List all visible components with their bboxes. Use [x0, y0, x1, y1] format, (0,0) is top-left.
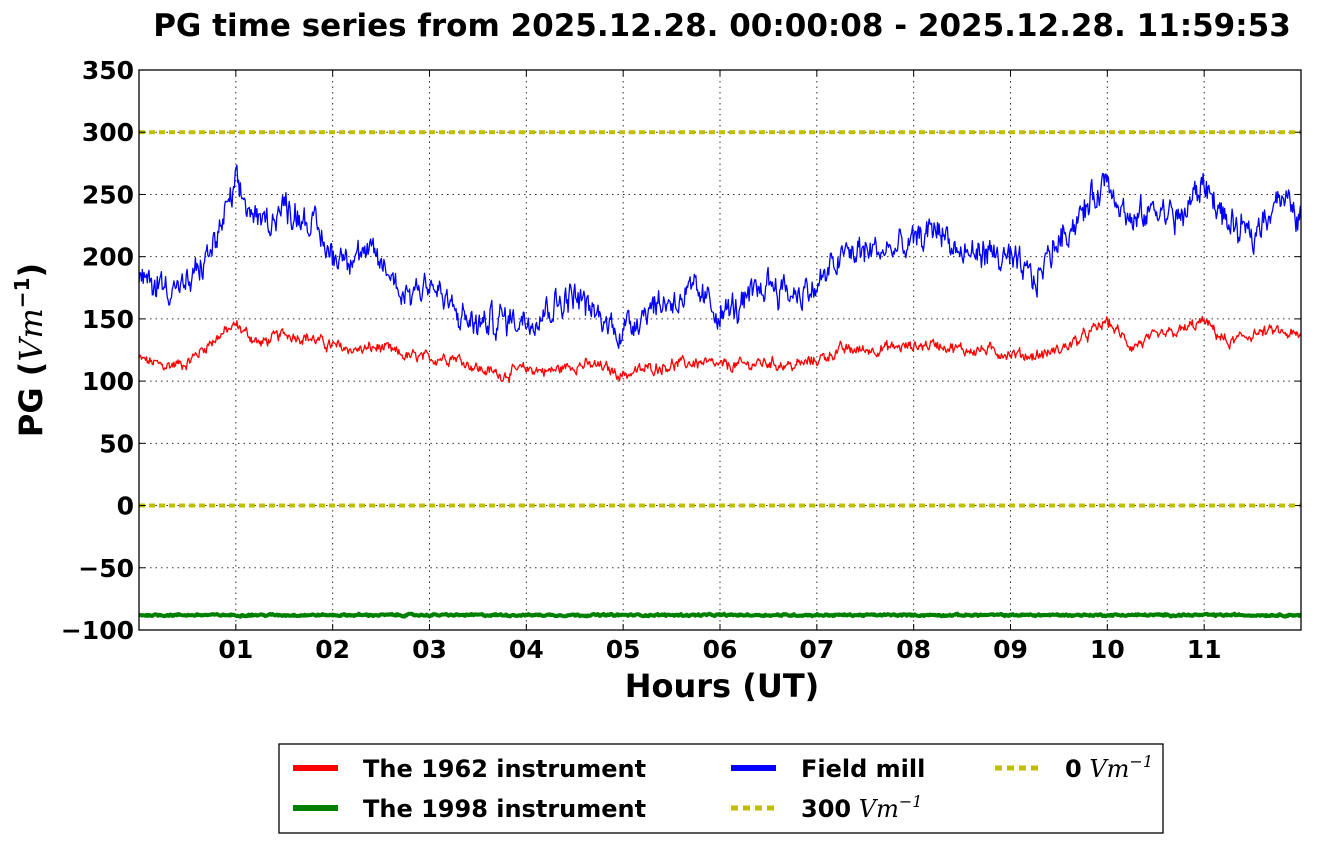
series-line-field-mill [138, 164, 1302, 349]
x-tick-label: 09 [993, 635, 1028, 664]
y-axis-label: PG (Vm−1) [10, 263, 50, 437]
y-tick-label: −50 [78, 554, 134, 583]
x-tick-label: 03 [412, 635, 447, 664]
legend-label: The 1998 instrument [363, 795, 646, 823]
y-tick-label: 350 [82, 56, 134, 85]
legend-item-the-1998-instrument: The 1998 instrument [293, 795, 646, 823]
x-tick-label: 07 [799, 635, 834, 664]
series-line-the-1998-instrument [137, 611, 1303, 619]
y-axis-label-unit: Vm [12, 308, 50, 361]
x-tick-label: 10 [1090, 635, 1125, 664]
grid [139, 70, 1301, 630]
x-tick-label: 08 [896, 635, 931, 664]
y-tick-label: 300 [82, 118, 134, 147]
y-tick-label: 0 [117, 492, 134, 521]
series-line-the-1962-instrument [138, 315, 1302, 384]
x-tick-label: 01 [218, 635, 253, 664]
y-tick-label: 50 [99, 429, 134, 458]
legend-label: The 1962 instrument [363, 755, 646, 783]
legend-label: 0 Vm−1 [1065, 752, 1153, 783]
y-axis-label-suffix: ) [12, 263, 50, 278]
legend-item-300: 300 Vm−1 [731, 792, 922, 823]
legend: The 1962 instrument The 1998 instrument Fi… [278, 743, 1164, 834]
legend-item-0: 0 Vm−1 [995, 752, 1153, 783]
x-axis-label: Hours (UT) [625, 667, 820, 705]
y-tick-label: 200 [82, 243, 134, 272]
chart-title: PG time series from 2025.12.28. 00:00:08… [153, 8, 1291, 44]
legend-label: 300 Vm−1 [801, 792, 922, 823]
legend-label: Field mill [801, 755, 925, 783]
x-tick-label: 02 [315, 635, 350, 664]
axis-ticks: 01 02 03 04 05 06 07 08 09 10 11 350 300 250 200 150 100… [61, 56, 1301, 664]
legend-box [278, 743, 1164, 834]
legend-item-field-mill: Field mill [731, 755, 925, 783]
y-axis-label-prefix: PG ( [12, 362, 50, 437]
y-axis-label-sup: −1 [10, 278, 34, 309]
y-tick-label: 100 [82, 367, 134, 396]
x-tick-label: 05 [606, 635, 641, 664]
y-tick-label: 250 [82, 180, 134, 209]
y-tick-label: 150 [82, 305, 134, 334]
x-tick-label: 06 [703, 635, 738, 664]
x-tick-label: 04 [509, 635, 544, 664]
x-tick-label: 11 [1187, 635, 1222, 664]
plot-area [137, 130, 1303, 619]
legend-item-the-1962-instrument: The 1962 instrument [293, 755, 646, 783]
y-tick-label: −100 [61, 616, 134, 645]
